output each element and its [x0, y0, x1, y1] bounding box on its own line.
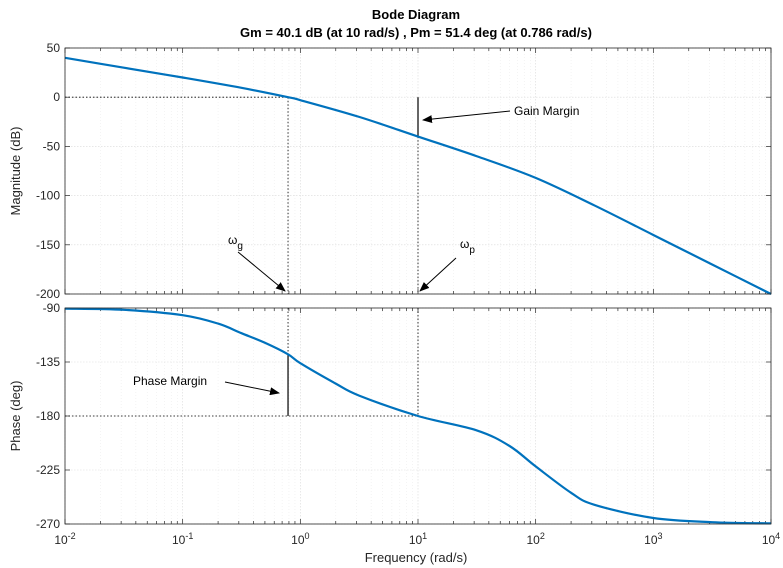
phase-y-axis-label: Phase (deg) [8, 381, 23, 452]
phase-series-line [64, 307, 772, 525]
phase-panel: -90 -135 -180 -225 -270 Phase (deg) [8, 301, 772, 531]
phase-y-tick-label: -225 [36, 463, 60, 477]
chart-subtitle: Gm = 40.1 dB (at 10 rad/s) , Pm = 51.4 d… [240, 25, 592, 40]
gain-margin-arrow [422, 110, 511, 124]
magnitude-y-tick-label: -100 [36, 189, 60, 203]
magnitude-margin-lines [65, 96, 419, 294]
magnitude-y-ticks: 50 0 -50 -100 -150 -200 [36, 41, 60, 301]
phase-margin-arrow [224, 381, 281, 396]
omega-g-arrow [237, 251, 286, 292]
magnitude-y-axis-label: Magnitude (dB) [8, 127, 23, 216]
gain-margin-label: Gain Margin [514, 104, 579, 118]
x-tick-label: 10-2 [54, 531, 75, 547]
magnitude-y-tick-label: 50 [47, 41, 61, 55]
magnitude-y-tick-label: -200 [36, 287, 60, 301]
phase-y-tick-label: -90 [43, 301, 61, 315]
x-tick-label: 102 [526, 531, 544, 547]
phase-y-tick-label: -180 [36, 409, 60, 423]
magnitude-panel: 50 0 -50 -100 -150 -200 Magnitude (dB) [8, 41, 772, 301]
phase-y-tick-label: -270 [36, 517, 60, 531]
x-axis-label: Frequency (rad/s) [365, 550, 468, 565]
x-tick-label: 104 [762, 531, 780, 547]
x-tick-label: 103 [644, 531, 662, 547]
x-tick-label: 10-1 [172, 531, 193, 547]
magnitude-y-tick-label: 0 [53, 90, 60, 104]
phase-margin-lines [65, 308, 419, 417]
x-tick-label: 101 [409, 531, 427, 547]
magnitude-y-tick-label: -50 [43, 139, 61, 153]
phase-margin-label: Phase Margin [133, 374, 207, 388]
chart-title: Bode Diagram [372, 7, 460, 22]
magnitude-axes-box [64, 47, 772, 295]
phase-y-tick-label: -135 [36, 355, 60, 369]
omega-p-arrow [419, 257, 457, 292]
x-tick-label: 100 [291, 531, 309, 547]
phase-y-ticks: -90 -135 -180 -225 -270 [36, 301, 60, 531]
magnitude-series-line [64, 56, 772, 295]
magnitude-y-tick-label: -150 [36, 238, 60, 252]
phase-axes-box [64, 307, 772, 525]
x-tick-labels: 10-2 10-1 100 101 102 103 104 [54, 531, 780, 547]
